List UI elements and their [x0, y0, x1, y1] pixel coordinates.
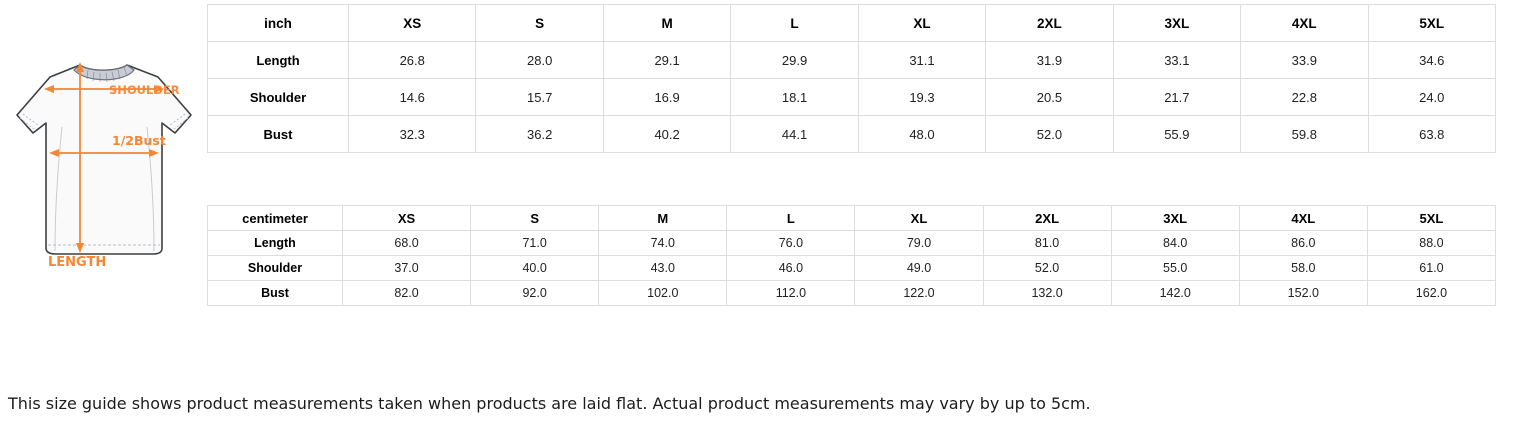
unit-header-centimeter: centimeter — [207, 205, 343, 231]
cell-length-xl: 79.0 — [854, 230, 984, 256]
cell-shoulder-m: 16.9 — [602, 78, 732, 116]
col-header-5xl: 5XL — [1366, 205, 1497, 231]
cell-bust-5xl: 63.8 — [1367, 115, 1496, 153]
cell-length-s: 28.0 — [475, 41, 604, 79]
row-label-length: Length — [207, 41, 349, 79]
col-header-m: M — [598, 205, 728, 231]
shoulder-label: SHOULDER — [109, 83, 180, 97]
cell-shoulder-m: 43.0 — [598, 255, 728, 281]
cell-length-m: 74.0 — [598, 230, 728, 256]
cell-length-m: 29.1 — [602, 41, 732, 79]
measurement-arrows — [44, 62, 164, 253]
cell-length-xs: 68.0 — [341, 230, 472, 256]
col-header-xs: XS — [341, 205, 472, 231]
collar-ribbing — [73, 64, 135, 83]
cell-length-xl: 31.1 — [857, 41, 987, 79]
tshirt-body-shape — [16, 64, 192, 255]
table-row: Shoulder 14.6 15.7 16.9 18.1 19.3 20.5 2… — [207, 78, 1496, 116]
col-header-3xl: 3XL — [1110, 205, 1240, 231]
cell-bust-m: 40.2 — [602, 115, 732, 153]
cell-shoulder-3xl: 21.7 — [1112, 78, 1242, 116]
tshirt-measurement-diagram: SHOULDER 1/2Bust LENGTH — [8, 55, 203, 270]
size-table-inch: inch XS S M L XL 2XL 3XL 4XL 5XL Length … — [207, 4, 1496, 153]
cell-length-4xl: 33.9 — [1240, 41, 1369, 79]
col-header-2xl: 2XL — [985, 4, 1114, 42]
table-row: Length 26.8 28.0 29.1 29.9 31.1 31.9 33.… — [207, 41, 1496, 79]
cell-length-2xl: 31.9 — [985, 41, 1114, 79]
cell-bust-s: 92.0 — [470, 280, 600, 306]
col-header-m: M — [602, 4, 732, 42]
cell-length-3xl: 33.1 — [1112, 41, 1242, 79]
row-label-bust: Bust — [207, 115, 349, 153]
table-header-row: centimeter XS S M L XL 2XL 3XL 4XL 5XL — [207, 205, 1497, 231]
cell-shoulder-5xl: 24.0 — [1367, 78, 1496, 116]
col-header-xl: XL — [857, 4, 987, 42]
col-header-5xl: 5XL — [1367, 4, 1496, 42]
cell-bust-xs: 32.3 — [347, 115, 477, 153]
length-label: LENGTH — [48, 255, 106, 270]
size-table-centimeter: centimeter XS S M L XL 2XL 3XL 4XL 5XL L… — [207, 205, 1497, 306]
cell-length-2xl: 81.0 — [982, 230, 1112, 256]
table-row: Bust 32.3 36.2 40.2 44.1 48.0 52.0 55.9 … — [207, 115, 1496, 153]
cell-bust-3xl: 55.9 — [1112, 115, 1242, 153]
cell-bust-s: 36.2 — [475, 115, 604, 153]
cell-shoulder-4xl: 58.0 — [1238, 255, 1368, 281]
col-header-s: S — [475, 4, 604, 42]
size-guide-note: This size guide shows product measuremen… — [8, 394, 1091, 413]
cell-length-s: 71.0 — [470, 230, 600, 256]
cell-shoulder-4xl: 22.8 — [1240, 78, 1369, 116]
cell-bust-3xl: 142.0 — [1110, 280, 1240, 306]
col-header-2xl: 2XL — [982, 205, 1112, 231]
col-header-s: S — [470, 205, 600, 231]
row-label-shoulder: Shoulder — [207, 78, 349, 116]
table-row: Bust 82.0 92.0 102.0 112.0 122.0 132.0 1… — [207, 280, 1497, 306]
cell-bust-xl: 122.0 — [854, 280, 984, 306]
col-header-l: L — [726, 205, 856, 231]
cell-bust-5xl: 162.0 — [1366, 280, 1497, 306]
cell-length-l: 76.0 — [726, 230, 856, 256]
row-label-shoulder: Shoulder — [207, 255, 343, 281]
cell-shoulder-xs: 14.6 — [347, 78, 477, 116]
col-header-l: L — [730, 4, 859, 42]
cell-shoulder-l: 18.1 — [730, 78, 859, 116]
col-header-4xl: 4XL — [1238, 205, 1368, 231]
cell-shoulder-2xl: 52.0 — [982, 255, 1112, 281]
row-label-length: Length — [207, 230, 343, 256]
cell-bust-xl: 48.0 — [857, 115, 987, 153]
col-header-xs: XS — [347, 4, 477, 42]
cell-bust-l: 112.0 — [726, 280, 856, 306]
col-header-xl: XL — [854, 205, 984, 231]
cell-bust-2xl: 52.0 — [985, 115, 1114, 153]
cell-shoulder-5xl: 61.0 — [1366, 255, 1497, 281]
table-row: Length 68.0 71.0 74.0 76.0 79.0 81.0 84.… — [207, 230, 1497, 256]
unit-header-inch: inch — [207, 4, 349, 42]
col-header-3xl: 3XL — [1112, 4, 1242, 42]
cell-shoulder-xl: 19.3 — [857, 78, 987, 116]
cell-length-4xl: 86.0 — [1238, 230, 1368, 256]
cell-bust-l: 44.1 — [730, 115, 859, 153]
cell-bust-m: 102.0 — [598, 280, 728, 306]
cell-shoulder-2xl: 20.5 — [985, 78, 1114, 116]
row-label-bust: Bust — [207, 280, 343, 306]
cell-length-5xl: 34.6 — [1367, 41, 1496, 79]
col-header-4xl: 4XL — [1240, 4, 1369, 42]
cell-bust-4xl: 59.8 — [1240, 115, 1369, 153]
cell-shoulder-s: 15.7 — [475, 78, 604, 116]
cell-bust-2xl: 132.0 — [982, 280, 1112, 306]
cell-shoulder-xl: 49.0 — [854, 255, 984, 281]
cell-shoulder-xs: 37.0 — [341, 255, 472, 281]
cell-length-3xl: 84.0 — [1110, 230, 1240, 256]
cell-shoulder-l: 46.0 — [726, 255, 856, 281]
cell-length-5xl: 88.0 — [1366, 230, 1497, 256]
table-row: Shoulder 37.0 40.0 43.0 46.0 49.0 52.0 5… — [207, 255, 1497, 281]
cell-length-l: 29.9 — [730, 41, 859, 79]
table-header-row: inch XS S M L XL 2XL 3XL 4XL 5XL — [207, 4, 1496, 42]
cell-length-xs: 26.8 — [347, 41, 477, 79]
half-bust-label: 1/2Bust — [112, 133, 166, 148]
cell-bust-xs: 82.0 — [341, 280, 472, 306]
cell-shoulder-s: 40.0 — [470, 255, 600, 281]
cell-shoulder-3xl: 55.0 — [1110, 255, 1240, 281]
cell-bust-4xl: 152.0 — [1238, 280, 1368, 306]
